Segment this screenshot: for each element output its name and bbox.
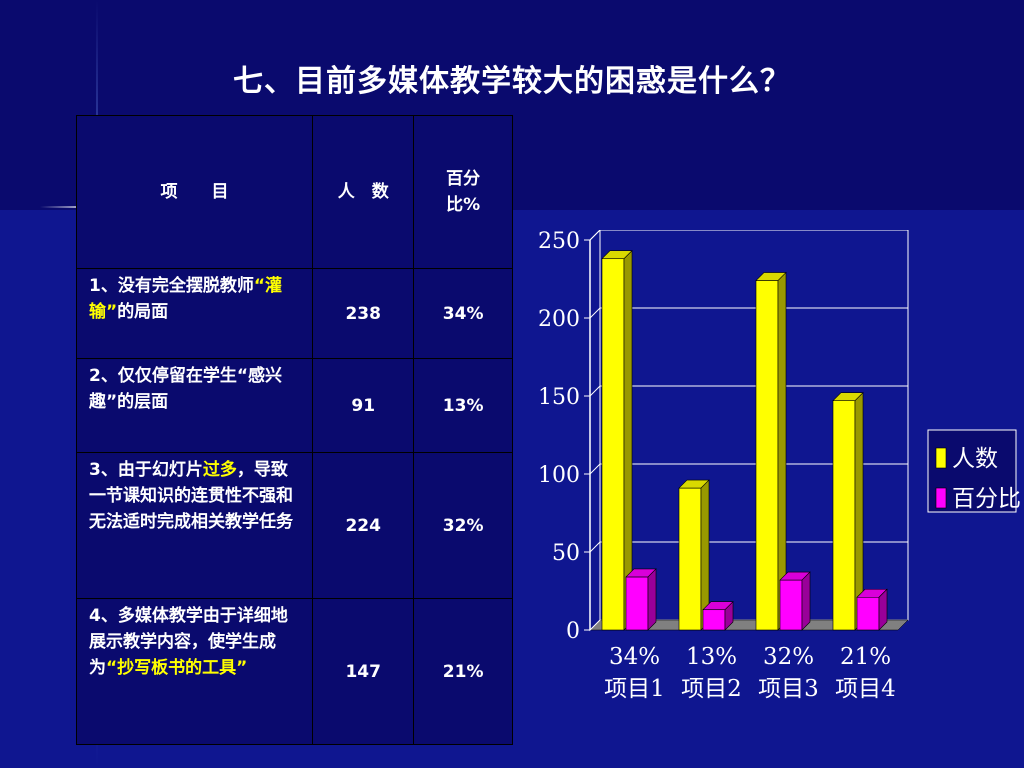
slide-title: 七、目前多媒体教学较大的困惑是什么？ (233, 64, 791, 99)
row-text-a: 2、仅仅停留在学生“感兴趣”的层面 (89, 366, 283, 412)
table-row: 4、多媒体教学由于详细地展示教学内容，使学生成为“抄写板书的工具” 147 21… (75, 598, 513, 745)
bar-front (601, 258, 625, 631)
gridline-depth (589, 385, 601, 397)
table-row: 1、没有完全摆脱教师“灌输”的局面 238 34% (75, 268, 513, 359)
y-tick-label: 150 (538, 385, 580, 410)
legend-label: 百分比 (952, 486, 1020, 512)
y-tick-label: 250 (538, 230, 580, 254)
x-tick-label: 34% (609, 644, 660, 670)
bar-front (625, 576, 649, 631)
row-text-a: 4、多媒体教学由于详细地展示教学内容，使学生成为 (89, 606, 288, 678)
row-text-highlight: “灌输” (89, 276, 283, 322)
row-text-highlight: “抄写板书的工具” (106, 658, 248, 678)
row-count: 238 (312, 268, 415, 359)
y-tick-label: 50 (552, 541, 580, 566)
row-pct: 34% (413, 268, 513, 359)
x-tick-label: 项目3 (758, 676, 819, 702)
table-row: 3、由于幻灯片过多，导致一节课知识的连贯性不强和无法适时完成相关教学任务 224… (75, 452, 513, 599)
x-tick-label: 32% (763, 644, 814, 670)
header-count: 人 数 (312, 115, 415, 269)
x-tick-label: 项目1 (604, 676, 665, 702)
row-text-b: ，导致一节课知识的连贯性不强和无法适时完成相关教学任务 (89, 460, 293, 532)
table-header-row: 项 目 人 数 百分比% (75, 115, 513, 269)
row-text-a: 3、由于幻灯片 (89, 460, 203, 480)
row-item-text: 2、仅仅停留在学生“感兴趣”的层面 (75, 358, 314, 453)
gridline-depth (589, 307, 601, 319)
legend-swatch (935, 447, 947, 469)
table-row: 2、仅仅停留在学生“感兴趣”的层面 91 13% (75, 358, 513, 453)
bar-front (779, 579, 803, 631)
bar-chart: 0 50 100 150 200 250 34% 项目1 13% 项目2 32% 项目3 21% 项目4 人… (538, 230, 1020, 702)
header-pct: 百分比% (413, 115, 513, 269)
row-item-text: 1、没有完全摆脱教师“灌输”的局面 (75, 268, 314, 359)
row-text-a: 1、没有完全摆脱教师 (89, 276, 254, 296)
row-pct: 32% (413, 452, 513, 599)
survey-table: 项 目 人 数 百分比% 1、没有完全摆脱教师“灌输”的局面 238 34% 2… (75, 115, 513, 745)
bar-front (755, 280, 779, 631)
row-text-b: 的局面 (117, 302, 169, 322)
row-pct: 13% (413, 358, 513, 453)
row-item-text: 4、多媒体教学由于详细地展示教学内容，使学生成为“抄写板书的工具” (75, 598, 314, 745)
plot-side-wall (589, 230, 601, 632)
bar-front (702, 609, 726, 631)
legend-label: 人数 (952, 446, 998, 472)
row-count: 91 (312, 358, 415, 453)
bar-front (832, 400, 856, 631)
gridline-depth (589, 230, 601, 241)
row-count: 147 (312, 598, 415, 745)
bar-front (678, 487, 702, 631)
bar-front (856, 596, 880, 631)
row-item-text: 3、由于幻灯片过多，导致一节课知识的连贯性不强和无法适时完成相关教学任务 (75, 452, 314, 599)
bar-side (801, 571, 811, 631)
header-pct-label: 百分比% (446, 169, 481, 215)
y-tick-label: 200 (538, 307, 580, 332)
legend-swatch (935, 487, 947, 509)
x-tick-label: 21% (840, 644, 891, 670)
x-tick-label: 13% (686, 644, 737, 670)
x-tick-label: 项目2 (681, 676, 742, 702)
y-tick-label: 100 (538, 463, 580, 488)
row-text-highlight: 过多 (202, 460, 237, 480)
row-count: 224 (312, 452, 415, 599)
bar-side (878, 588, 888, 631)
header-item: 项 目 (75, 115, 314, 269)
x-tick-label: 项目4 (835, 676, 896, 702)
row-pct: 21% (413, 598, 513, 745)
y-tick-label: 0 (566, 619, 580, 644)
bar-side (647, 568, 657, 631)
gridline-depth (589, 463, 601, 475)
gridline-depth (589, 541, 601, 553)
bar-side (724, 600, 734, 631)
